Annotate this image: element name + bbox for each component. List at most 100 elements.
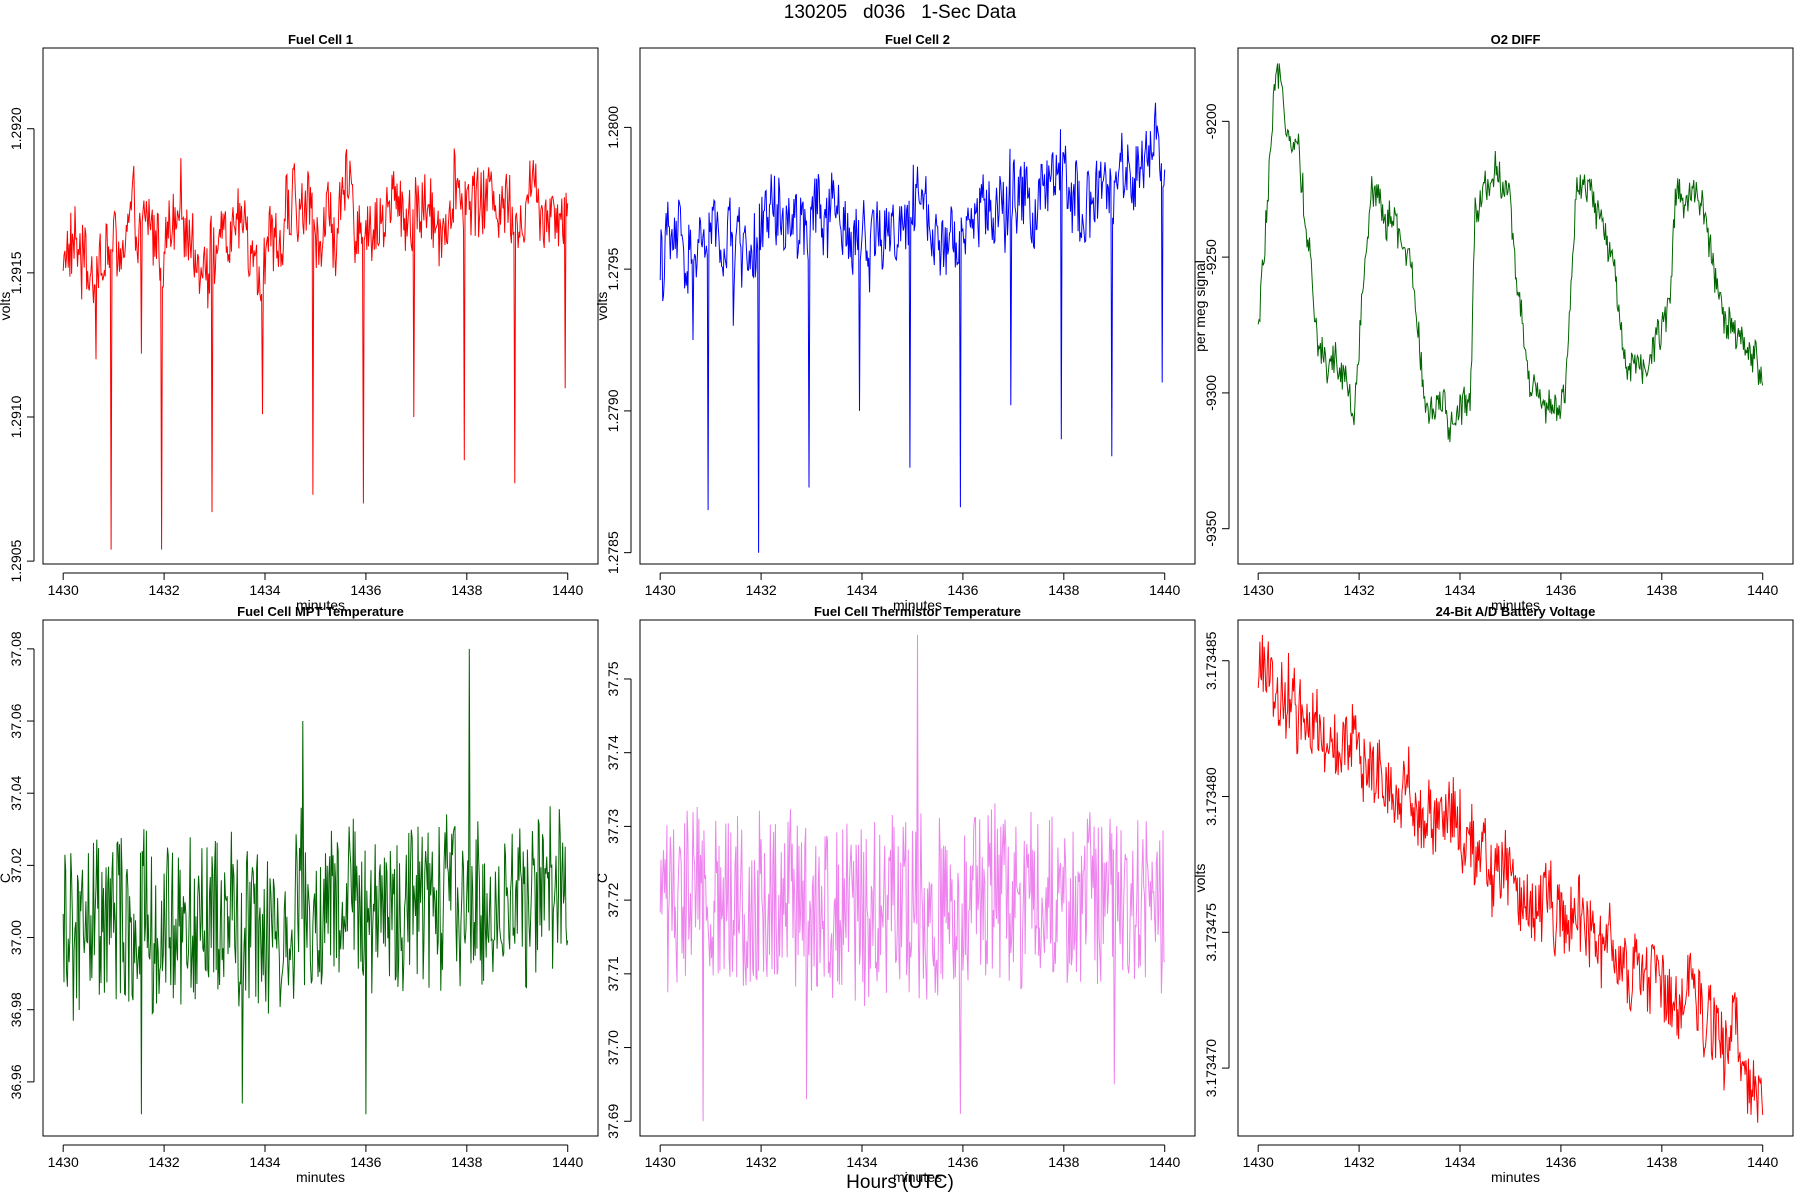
- x-tick-label: 1432: [149, 1154, 180, 1170]
- y-tick-label: 37.08: [8, 631, 24, 666]
- series-line-fuel-cell-mpt-temperature: [62, 648, 569, 1115]
- x-tick-label: 1430: [1243, 582, 1274, 598]
- y-tick-label: 37.04: [8, 775, 24, 810]
- chart-panel-o2-diff: O2 DIFF 1430 1432 1434 1436 1438 1440 minutes -9…: [1192, 32, 1794, 613]
- x-tick-label: 1430: [1243, 1154, 1274, 1170]
- chart-panel-24-bit-a-d-battery-voltage: 24-Bit A/D Battery Voltage 1430 1432 1434 14…: [1192, 604, 1794, 1185]
- x-tick-label: 1440: [1747, 582, 1778, 598]
- y-tick-label: -9250: [1203, 239, 1219, 275]
- y-tick-label: 1.2920: [8, 107, 24, 150]
- chart-title: Fuel Cell 1: [288, 32, 353, 47]
- x-tick-label: 1432: [746, 582, 777, 598]
- plot-frame: [42, 619, 599, 1137]
- x-axis-label: minutes: [296, 597, 345, 613]
- y-tick-label: 1.2795: [605, 248, 621, 291]
- y-tick-label: 37.06: [8, 703, 24, 738]
- chart-panel-fuel-cell-2: Fuel Cell 2 1430 1432 1434 1436 1438 1440 minut…: [594, 32, 1196, 613]
- x-tick-label: 1430: [645, 582, 676, 598]
- y-tick-label: 37.72: [605, 882, 621, 917]
- x-tick-label: 1432: [1344, 582, 1375, 598]
- y-tick-label: -9350: [1203, 511, 1219, 547]
- chart-title: Fuel Cell MPT Temperature: [237, 604, 404, 619]
- x-tick-label: 1436: [350, 1154, 381, 1170]
- x-tick-label: 1436: [947, 582, 978, 598]
- x-tick-label: 1438: [1048, 1154, 1079, 1170]
- y-tick-label: 1.2790: [605, 389, 621, 432]
- series-line-fuel-cell-thermistor-temperature: [659, 634, 1166, 1122]
- y-tick-label: -9200: [1203, 103, 1219, 139]
- y-tick-label: -9300: [1203, 375, 1219, 411]
- series-line-fuel-cell-1: [62, 148, 569, 550]
- x-tick-label: 1440: [552, 582, 583, 598]
- x-axis-label: minutes: [893, 1169, 942, 1185]
- x-tick-label: 1440: [1747, 1154, 1778, 1170]
- x-tick-label: 1434: [1444, 1154, 1475, 1170]
- x-tick-label: 1436: [350, 582, 381, 598]
- y-axis-label: volts: [0, 292, 13, 321]
- y-tick-label: 3.173475: [1203, 903, 1219, 962]
- y-tick-label: 37.69: [605, 1104, 621, 1139]
- y-tick-label: 1.2905: [8, 539, 24, 582]
- x-tick-label: 1438: [451, 582, 482, 598]
- x-tick-label: 1440: [1149, 1154, 1180, 1170]
- chart-panel-fuel-cell-thermistor-temperature: Fuel Cell Thermistor Temperature 1430 1432…: [594, 604, 1196, 1185]
- y-tick-label: 37.73: [605, 809, 621, 844]
- y-axis-label: C: [0, 873, 13, 883]
- x-axis-label: minutes: [1491, 1169, 1540, 1185]
- plot-frame: [639, 47, 1196, 565]
- x-tick-label: 1438: [1646, 1154, 1677, 1170]
- x-tick-label: 1432: [1344, 1154, 1375, 1170]
- x-tick-label: 1434: [846, 582, 877, 598]
- x-tick-label: 1436: [1545, 582, 1576, 598]
- y-tick-label: 1.2800: [605, 106, 621, 149]
- y-axis-label: C: [594, 873, 610, 883]
- y-tick-label: 37.70: [605, 1030, 621, 1065]
- y-axis-label: per meg signal: [1192, 260, 1208, 352]
- x-tick-label: 1432: [746, 1154, 777, 1170]
- x-tick-label: 1438: [451, 1154, 482, 1170]
- plot-frame: [1237, 619, 1794, 1137]
- x-tick-label: 1440: [552, 1154, 583, 1170]
- x-tick-label: 1434: [249, 1154, 280, 1170]
- chart-title: Fuel Cell 2: [885, 32, 950, 47]
- chart-panel-fuel-cell-1: Fuel Cell 1 1430 1432 1434 1436 1438 1440 minut…: [0, 32, 599, 613]
- series-line-24-bit-a-d-battery-voltage: [1257, 634, 1764, 1123]
- x-axis-label: minutes: [296, 1169, 345, 1185]
- x-axis-label: minutes: [1491, 597, 1540, 613]
- y-tick-label: 37.74: [605, 735, 621, 770]
- y-tick-label: 37.02: [8, 848, 24, 883]
- x-tick-label: 1430: [48, 1154, 79, 1170]
- series-line-fuel-cell-2: [659, 102, 1166, 553]
- x-tick-label: 1438: [1646, 582, 1677, 598]
- y-tick-label: 3.173470: [1203, 1039, 1219, 1098]
- x-tick-label: 1432: [149, 582, 180, 598]
- page-title: 130205 d036 1-Sec Data: [783, 2, 1017, 23]
- x-tick-label: 1434: [1444, 582, 1475, 598]
- chart-panel-fuel-cell-mpt-temperature: Fuel Cell MPT Temperature 1430 1432 1434 143…: [0, 604, 599, 1185]
- y-tick-label: 36.96: [8, 1064, 24, 1099]
- y-tick-label: 37.71: [605, 956, 621, 991]
- y-tick-label: 1.2915: [8, 251, 24, 294]
- y-axis-label: volts: [594, 292, 610, 321]
- x-tick-label: 1436: [947, 1154, 978, 1170]
- x-tick-label: 1430: [645, 1154, 676, 1170]
- x-tick-label: 1430: [48, 582, 79, 598]
- plot-frame: [42, 47, 599, 565]
- y-tick-label: 37.00: [8, 920, 24, 955]
- plot-frame: [639, 619, 1196, 1137]
- x-tick-label: 1434: [846, 1154, 877, 1170]
- y-tick-label: 3.173485: [1203, 631, 1219, 690]
- chart-title: O2 DIFF: [1491, 32, 1541, 47]
- series-line-o2-diff: [1257, 63, 1764, 443]
- chart-title: Fuel Cell Thermistor Temperature: [814, 604, 1021, 619]
- chart-title: 24-Bit A/D Battery Voltage: [1436, 604, 1596, 619]
- y-tick-label: 37.75: [605, 661, 621, 696]
- x-tick-label: 1434: [249, 582, 280, 598]
- y-tick-label: 1.2910: [8, 395, 24, 438]
- y-axis-label: volts: [1192, 864, 1208, 893]
- y-tick-label: 3.173480: [1203, 767, 1219, 826]
- y-tick-label: 1.2785: [605, 531, 621, 574]
- x-axis-label: minutes: [893, 597, 942, 613]
- x-tick-label: 1436: [1545, 1154, 1576, 1170]
